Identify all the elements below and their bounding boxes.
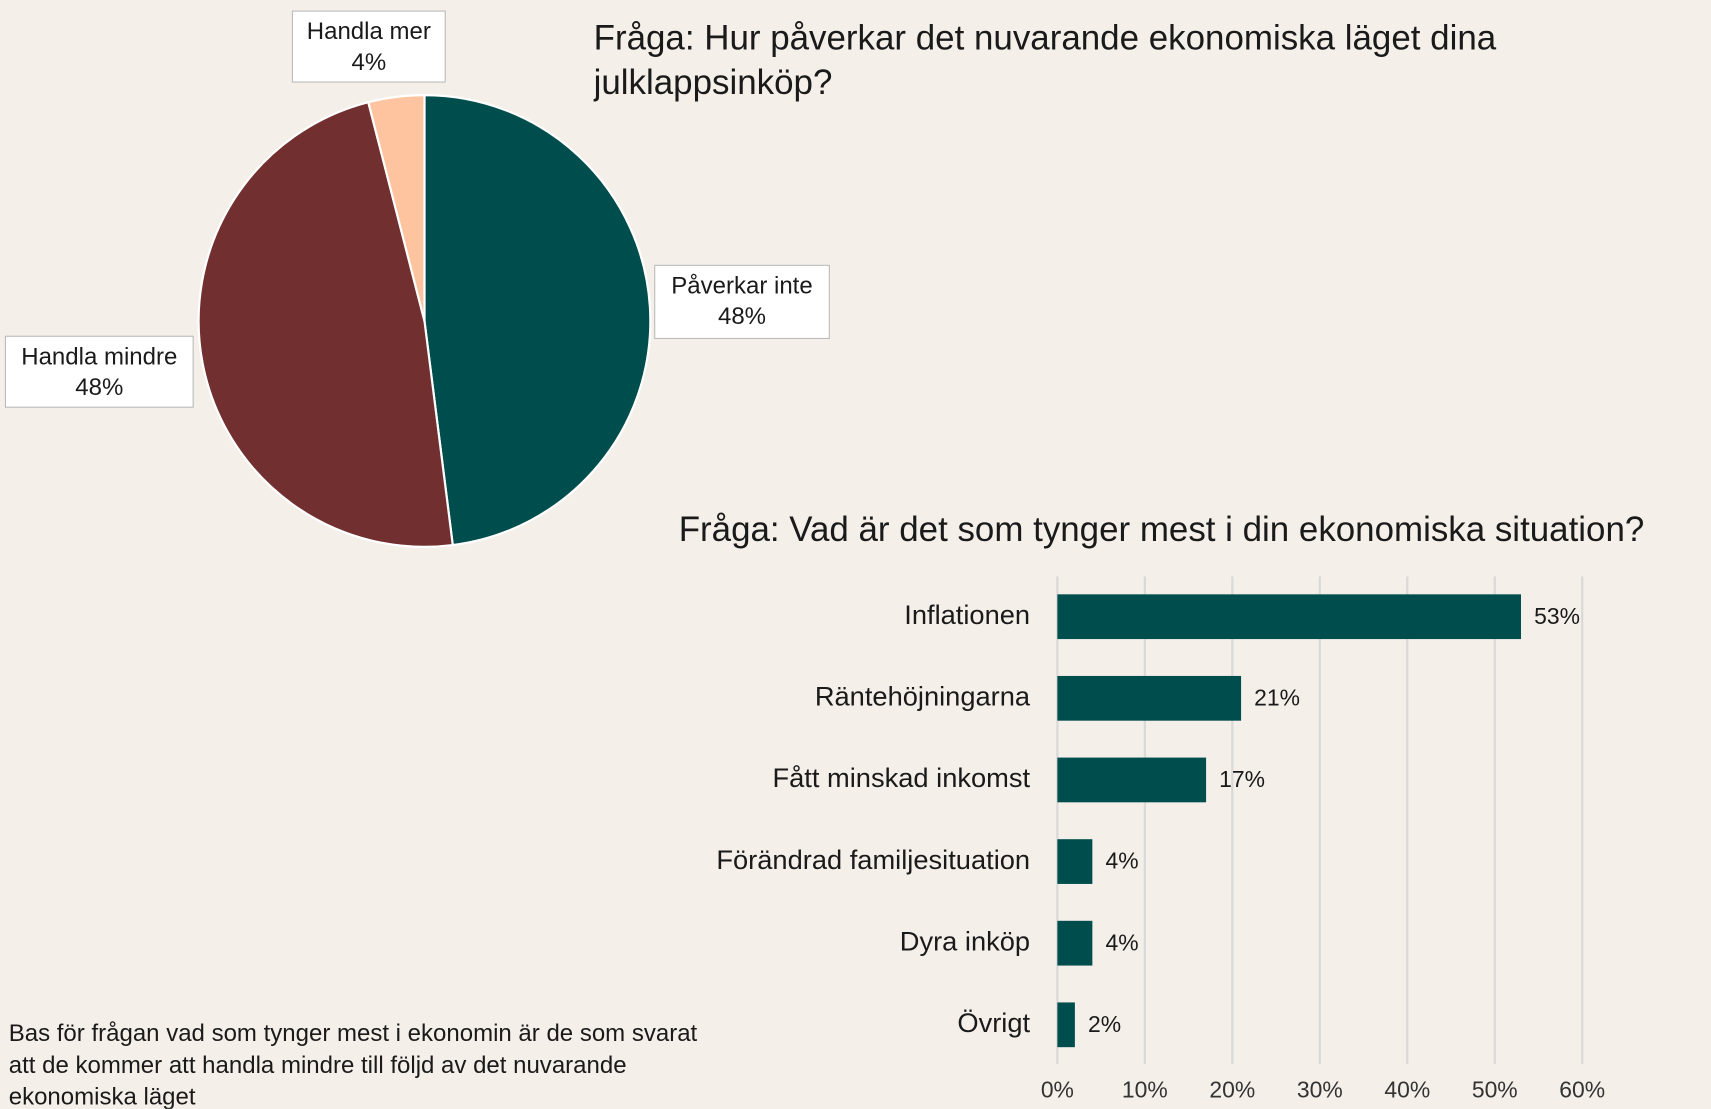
value-label: 21%	[1254, 684, 1300, 710]
x-tick-label: 40%	[1384, 1076, 1430, 1102]
y-tick-label: Dyra inköp	[900, 925, 1030, 956]
value-label: 2%	[1088, 1011, 1121, 1037]
pie-value-label: 48%	[75, 374, 123, 401]
label-box	[654, 264, 830, 339]
pie-slice	[423, 94, 652, 547]
x-tick-label: 60%	[1559, 1076, 1605, 1102]
pie-title-box: Fråga: Hur påverkar det nuvarande ekonom…	[593, 17, 1497, 102]
pie-title: Fråga: Hur påverkar det nuvarande ekonom…	[593, 17, 1497, 102]
y-tick-label: Inflationen	[904, 599, 1030, 630]
x-tick-label: 20%	[1209, 1076, 1255, 1102]
pie-label: Handla mer	[307, 18, 431, 45]
y-tick-label: Räntehöjningarna	[815, 681, 1031, 712]
pie-slice	[197, 100, 455, 548]
bar	[1057, 1002, 1075, 1048]
bar-title: Fråga: Vad är det som tynger mest i din …	[679, 510, 1645, 549]
x-tick-label: 0%	[1041, 1076, 1074, 1102]
footnote: Bas för frågan vad som tynger mest i eko…	[8, 1019, 698, 1109]
value-label: 53%	[1534, 603, 1580, 629]
pie-label: Handla mindre	[21, 343, 177, 370]
x-tick-label: 30%	[1297, 1076, 1343, 1102]
pie-label: Påverkar inte	[671, 273, 812, 300]
y-tick-label: Övrigt	[957, 1007, 1030, 1038]
value-label: 17%	[1219, 766, 1265, 792]
value-label: 4%	[1105, 929, 1138, 955]
label-box	[291, 10, 446, 83]
label-box	[4, 335, 194, 408]
value-label: 4%	[1105, 848, 1138, 874]
bar	[1057, 594, 1522, 640]
bar	[1057, 675, 1242, 721]
pie-value-label: 4%	[351, 49, 386, 76]
x-tick-label: 10%	[1122, 1076, 1168, 1102]
y-tick-label: Fått minskad inkomst	[772, 762, 1030, 793]
bar	[1057, 757, 1207, 803]
y-tick-label: Förändrad familjesituation	[716, 844, 1030, 875]
footnote-box: Bas för frågan vad som tynger mest i eko…	[8, 1019, 698, 1109]
pie-slice	[366, 94, 426, 322]
x-tick-label: 50%	[1472, 1076, 1518, 1102]
pie-value-label: 48%	[718, 303, 766, 330]
bar	[1057, 920, 1093, 966]
bar	[1057, 839, 1093, 884]
